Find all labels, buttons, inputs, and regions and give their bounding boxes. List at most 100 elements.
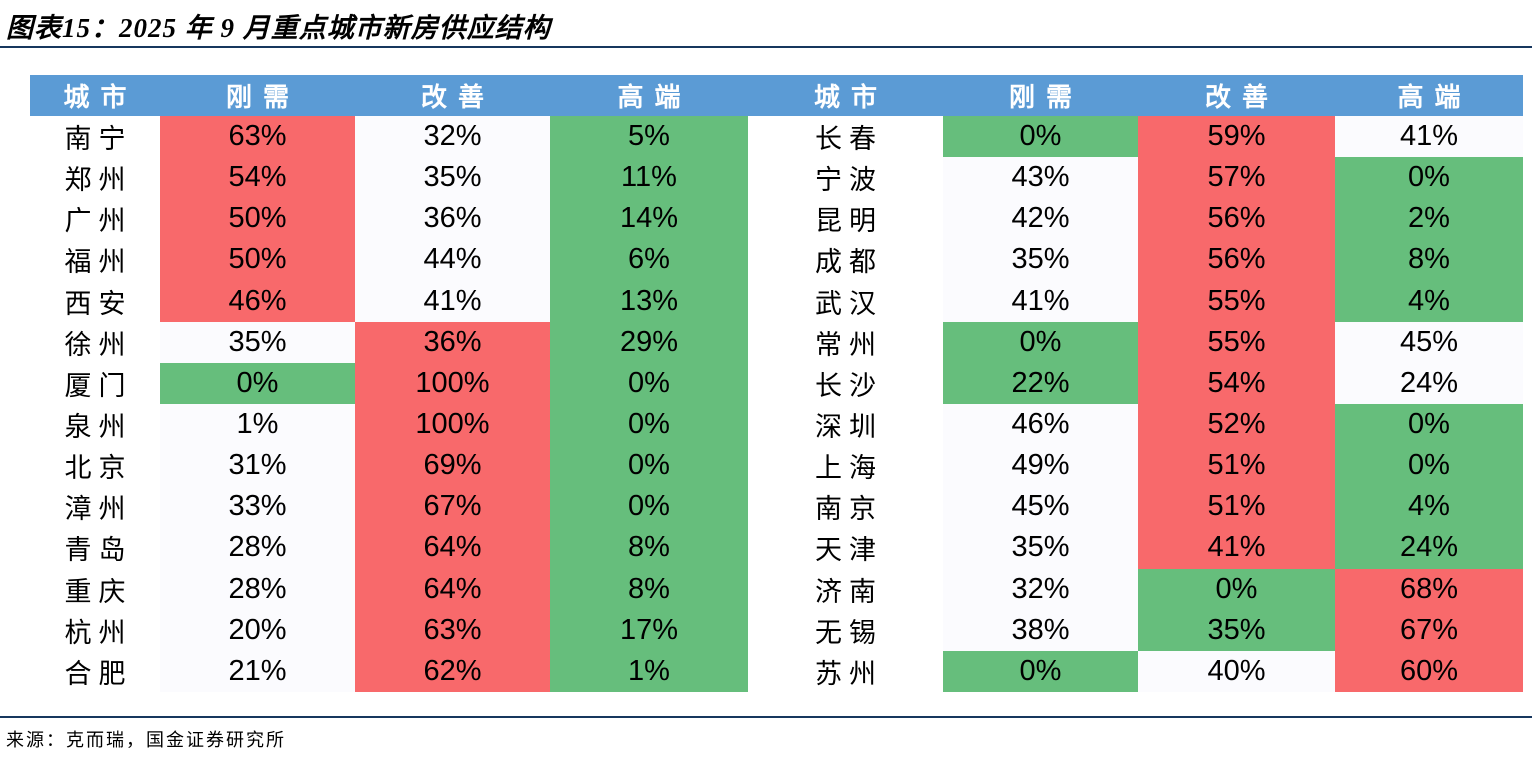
value-cell: 45% bbox=[943, 486, 1138, 528]
value-cell: 8% bbox=[550, 527, 748, 569]
value-cell: 8% bbox=[550, 568, 748, 610]
value-cell: 57% bbox=[1138, 157, 1335, 199]
value-cell: 60% bbox=[1335, 650, 1523, 692]
value-cell: 17% bbox=[550, 609, 748, 651]
city-cell: 南宁 bbox=[30, 116, 160, 158]
value-cell: 0% bbox=[943, 116, 1138, 158]
value-cell: 0% bbox=[943, 321, 1138, 363]
value-cell: 56% bbox=[1138, 198, 1335, 240]
city-cell: 无锡 bbox=[748, 609, 943, 651]
value-cell: 35% bbox=[1138, 609, 1335, 651]
city-cell: 徐州 bbox=[30, 321, 160, 363]
value-cell: 8% bbox=[1335, 239, 1523, 281]
value-cell: 43% bbox=[943, 157, 1138, 199]
value-cell: 55% bbox=[1138, 321, 1335, 363]
header-cell: 城市 bbox=[748, 75, 943, 116]
city-cell: 杭州 bbox=[30, 609, 160, 651]
value-cell: 4% bbox=[1335, 486, 1523, 528]
value-cell: 0% bbox=[1335, 403, 1523, 446]
header-cell: 改善 bbox=[355, 75, 550, 116]
value-cell: 33% bbox=[160, 486, 355, 528]
value-cell: 100% bbox=[355, 362, 550, 404]
value-cell: 50% bbox=[160, 239, 355, 281]
value-cell: 29% bbox=[550, 321, 748, 363]
value-cell: 20% bbox=[160, 609, 355, 651]
supply-structure-table: 城市 刚需 改善 高端 城市 刚需 改善 高端 南宁 63% 32% 5% 长春 0% 59% 41% 郑州 54… bbox=[30, 75, 1523, 692]
value-cell: 40% bbox=[1138, 650, 1335, 692]
header-cell: 刚需 bbox=[943, 75, 1138, 116]
value-cell: 32% bbox=[943, 568, 1138, 610]
value-cell: 13% bbox=[550, 280, 748, 322]
header-cell: 高端 bbox=[550, 75, 748, 116]
value-cell: 44% bbox=[355, 239, 550, 281]
value-cell: 52% bbox=[1138, 403, 1335, 446]
value-cell: 67% bbox=[355, 486, 550, 528]
value-cell: 6% bbox=[550, 239, 748, 281]
city-cell: 武汉 bbox=[748, 280, 943, 322]
value-cell: 21% bbox=[160, 650, 355, 692]
value-cell: 1% bbox=[550, 650, 748, 692]
value-cell: 28% bbox=[160, 568, 355, 610]
city-cell: 天津 bbox=[748, 527, 943, 569]
value-cell: 35% bbox=[943, 239, 1138, 281]
value-cell: 0% bbox=[550, 445, 748, 487]
value-cell: 64% bbox=[355, 568, 550, 610]
value-cell: 51% bbox=[1138, 486, 1335, 528]
value-cell: 32% bbox=[355, 116, 550, 158]
header-cell: 高端 bbox=[1335, 75, 1523, 116]
value-cell: 0% bbox=[1335, 445, 1523, 487]
city-cell: 西安 bbox=[30, 280, 160, 322]
value-cell: 0% bbox=[160, 362, 355, 404]
city-cell: 宁波 bbox=[748, 157, 943, 199]
city-cell: 漳州 bbox=[30, 486, 160, 528]
value-cell: 0% bbox=[1138, 568, 1335, 610]
header-cell: 城市 bbox=[30, 75, 160, 116]
source-note: 来源：克而瑞，国金证券研究所 bbox=[6, 730, 286, 750]
value-cell: 46% bbox=[943, 403, 1138, 446]
value-cell: 35% bbox=[160, 321, 355, 363]
value-cell: 14% bbox=[550, 198, 748, 240]
city-cell: 长春 bbox=[748, 116, 943, 158]
value-cell: 42% bbox=[943, 198, 1138, 240]
value-cell: 0% bbox=[550, 486, 748, 528]
value-cell: 55% bbox=[1138, 280, 1335, 322]
value-cell: 68% bbox=[1335, 568, 1523, 610]
city-cell: 长沙 bbox=[748, 362, 943, 404]
value-cell: 2% bbox=[1335, 198, 1523, 240]
title-divider bbox=[0, 46, 1532, 48]
value-cell: 0% bbox=[550, 403, 748, 446]
city-cell: 厦门 bbox=[30, 362, 160, 404]
value-cell: 24% bbox=[1335, 527, 1523, 569]
value-cell: 63% bbox=[160, 116, 355, 158]
value-cell: 22% bbox=[943, 362, 1138, 404]
value-cell: 5% bbox=[550, 116, 748, 158]
header-cell: 刚需 bbox=[160, 75, 355, 116]
city-cell: 广州 bbox=[30, 198, 160, 240]
value-cell: 0% bbox=[943, 650, 1138, 692]
value-cell: 45% bbox=[1335, 321, 1523, 363]
value-cell: 67% bbox=[1335, 609, 1523, 651]
value-cell: 28% bbox=[160, 527, 355, 569]
footer-divider bbox=[0, 716, 1532, 718]
value-cell: 51% bbox=[1138, 445, 1335, 487]
value-cell: 36% bbox=[355, 198, 550, 240]
city-cell: 常州 bbox=[748, 321, 943, 363]
value-cell: 46% bbox=[160, 280, 355, 322]
value-cell: 41% bbox=[355, 280, 550, 322]
header-cell: 改善 bbox=[1138, 75, 1335, 116]
value-cell: 38% bbox=[943, 609, 1138, 651]
value-cell: 100% bbox=[355, 403, 550, 446]
value-cell: 35% bbox=[355, 157, 550, 199]
city-cell: 合肥 bbox=[30, 650, 160, 692]
city-cell: 南京 bbox=[748, 486, 943, 528]
city-cell: 昆明 bbox=[748, 198, 943, 240]
value-cell: 4% bbox=[1335, 280, 1523, 322]
value-cell: 49% bbox=[943, 445, 1138, 487]
city-cell: 郑州 bbox=[30, 157, 160, 199]
value-cell: 41% bbox=[1335, 116, 1523, 158]
value-cell: 54% bbox=[160, 157, 355, 199]
value-cell: 69% bbox=[355, 445, 550, 487]
value-cell: 62% bbox=[355, 650, 550, 692]
city-cell: 青岛 bbox=[30, 527, 160, 569]
value-cell: 0% bbox=[550, 362, 748, 404]
